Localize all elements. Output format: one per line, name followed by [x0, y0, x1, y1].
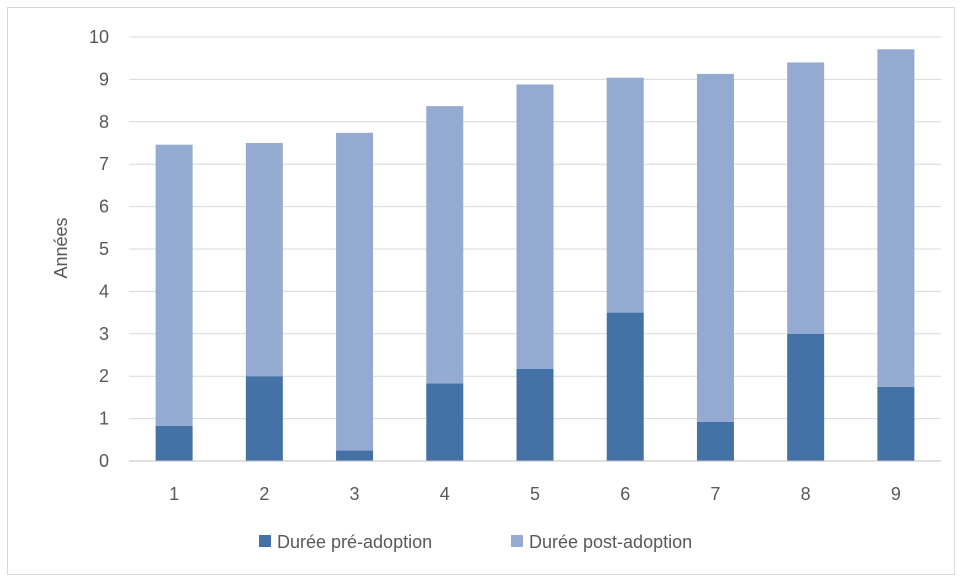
x-tick-label: 8: [801, 484, 811, 504]
x-tick-label: 6: [620, 484, 630, 504]
bar-pre-adoption: [245, 376, 283, 461]
y-tick-label: 8: [99, 112, 109, 132]
y-tick-label: 10: [89, 27, 109, 47]
legend: Durée pré-adoption Durée post-adoption: [259, 532, 692, 552]
bar-pre-adoption: [155, 425, 193, 461]
x-tick-label: 3: [350, 484, 360, 504]
y-tick-label: 4: [99, 281, 109, 301]
x-tick-label: 5: [530, 484, 540, 504]
bars: [155, 49, 915, 461]
bar-post-adoption: [245, 143, 283, 377]
legend-label: Durée pré-adoption: [277, 532, 432, 552]
legend-swatch: [259, 535, 271, 547]
y-tick-label: 6: [99, 197, 109, 217]
bar-post-adoption: [336, 132, 374, 451]
y-tick-label: 0: [99, 451, 109, 471]
bar-pre-adoption: [787, 333, 825, 461]
bar-pre-adoption: [606, 312, 644, 461]
bar-pre-adoption: [516, 368, 554, 461]
legend-item-post-adoption: Durée post-adoption: [511, 532, 692, 552]
bar-post-adoption: [787, 62, 825, 334]
x-tick-label: 7: [710, 484, 720, 504]
legend-label: Durée post-adoption: [529, 532, 692, 552]
y-tick-label: 3: [99, 324, 109, 344]
bar-pre-adoption: [696, 421, 734, 461]
axes: 0 1 2 3 4 5 6 7 8 9 10 1 2 3 4 5 6 7 8 9: [89, 27, 941, 504]
x-tick-label: 1: [169, 484, 179, 504]
bar-post-adoption: [155, 144, 193, 426]
bar-post-adoption: [696, 73, 734, 422]
y-tick-label: 7: [99, 154, 109, 174]
bar-pre-adoption: [426, 383, 464, 461]
x-tick-label: 9: [891, 484, 901, 504]
bar-post-adoption: [606, 77, 644, 313]
legend-item-pre-adoption: Durée pré-adoption: [259, 532, 432, 552]
bar-post-adoption: [516, 84, 554, 369]
bar-post-adoption: [426, 106, 464, 384]
x-tick-label: 4: [440, 484, 450, 504]
y-tick-label: 1: [99, 409, 109, 429]
y-tick-label: 5: [99, 239, 109, 259]
y-tick-label: 2: [99, 366, 109, 386]
legend-swatch: [511, 535, 523, 547]
bar-pre-adoption: [336, 450, 374, 461]
bar-pre-adoption: [877, 386, 915, 461]
bar-post-adoption: [877, 49, 915, 387]
y-axis-title: Années: [51, 217, 71, 278]
y-tick-label: 9: [99, 69, 109, 89]
x-tick-label: 2: [259, 484, 269, 504]
